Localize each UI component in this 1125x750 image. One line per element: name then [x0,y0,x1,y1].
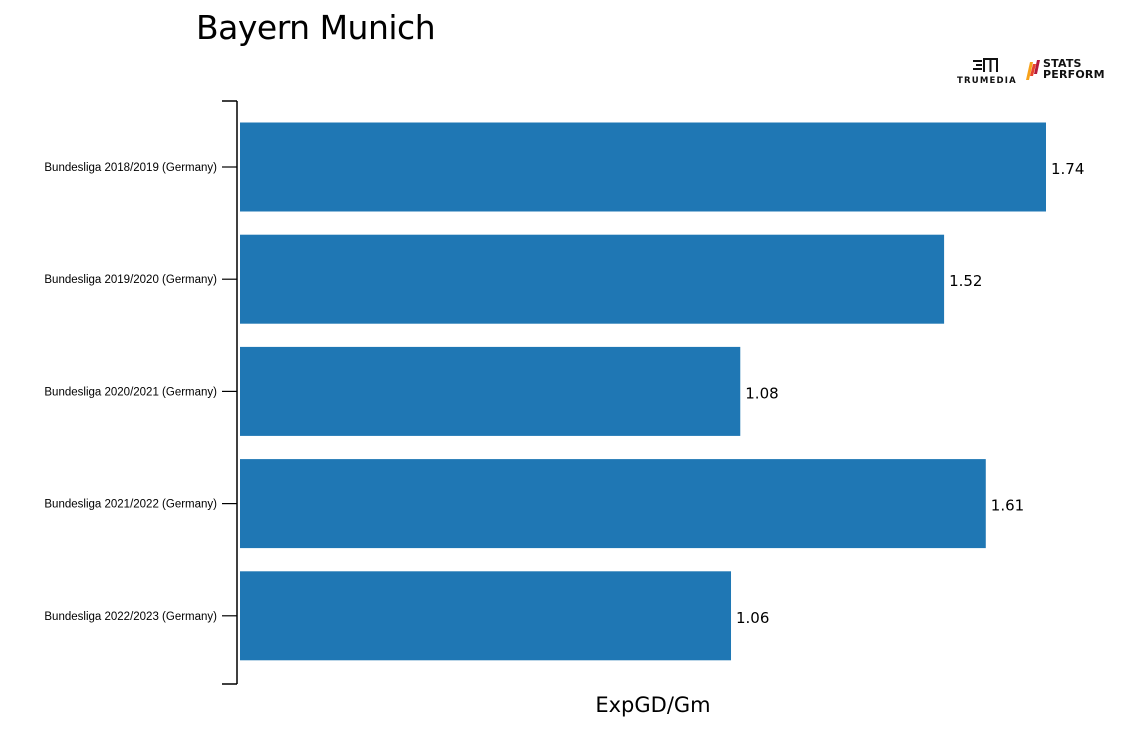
y-axis [222,101,237,684]
data-label: 1.74 [1051,160,1084,178]
y-tick-label: Bundesliga 2022/2023 (Germany) [44,611,217,623]
data-label: 1.61 [991,497,1024,515]
data-label: 1.52 [949,272,982,290]
data-label: 1.08 [745,384,778,402]
y-tick-label: Bundesliga 2021/2022 (Germany) [44,499,217,511]
x-axis-label: ExpGD/Gm [595,693,710,717]
y-tick-label: Bundesliga 2020/2021 (Germany) [44,386,217,398]
y-tick-label: Bundesliga 2018/2019 (Germany) [44,162,217,174]
bar [240,571,731,660]
bar [240,347,740,436]
data-label: 1.06 [736,609,769,627]
y-tick-label: Bundesliga 2019/2020 (Germany) [44,274,217,286]
bars [240,123,1046,661]
bar [240,123,1046,212]
bar [240,235,944,324]
bar [240,459,986,548]
